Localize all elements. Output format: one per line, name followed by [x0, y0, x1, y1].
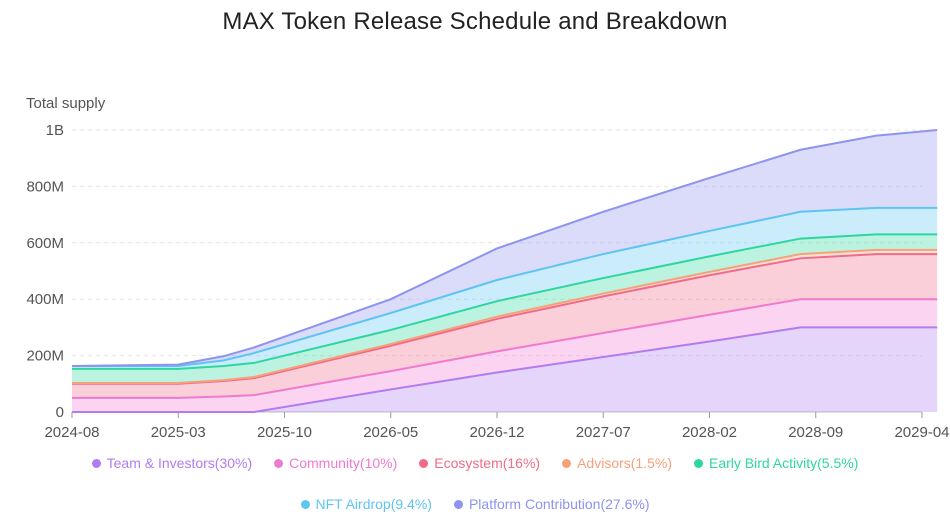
legend-row-2: NFT Airdrop(9.4%) Platform Contribution(2…: [0, 496, 950, 512]
y-tick-label: 400M: [26, 291, 64, 308]
chart-title: MAX Token Release Schedule and Breakdown: [222, 8, 728, 35]
legend-label: Early Bird Activity(5.5%): [709, 455, 859, 471]
legend-item[interactable]: Community(10%): [274, 455, 397, 471]
x-tick-label: 2024-08: [44, 424, 99, 441]
x-tick-label: 2025-10: [257, 424, 312, 441]
y-tick-label: 1B: [46, 122, 64, 139]
series-line-1: [72, 326, 938, 413]
area-1: [72, 327, 938, 412]
y-axis-title: Total supply: [26, 95, 106, 112]
x-tick-label: 2029-04: [894, 424, 949, 441]
legend-marker: [562, 458, 572, 468]
x-tick-label: 2027-07: [576, 424, 631, 441]
x-tick-label: 2026-12: [469, 424, 524, 441]
legend-marker: [300, 499, 310, 509]
legend-label: Community(10%): [289, 455, 398, 471]
area-2: [72, 299, 938, 412]
legend-row-1: Team & Investors(30%) Community(10%) Ecosy…: [0, 455, 950, 471]
legend-item[interactable]: NFT Airdrop(9.4%): [300, 496, 432, 512]
legend-label: Platform Contribution(27.6%): [468, 496, 650, 512]
series-line-7: [71, 129, 938, 368]
area-7: [72, 130, 938, 367]
x-tick-label: 2026-05: [363, 424, 418, 441]
series-line-4: [72, 248, 938, 384]
legend-item[interactable]: Early Bird Activity(5.5%): [694, 455, 858, 471]
legend-item[interactable]: Platform Contribution(27.6%): [453, 496, 650, 512]
legend-marker: [694, 458, 703, 468]
area-3: [72, 254, 938, 398]
x-tick-label: 2028-09: [788, 424, 843, 441]
legend-marker: [419, 458, 429, 468]
axes: 0 200M 400M 600M 800M 1B 2024-08 2025-03 2025-10…: [26, 122, 949, 441]
series-lines: [71, 129, 938, 413]
y-tick-label: 200M: [26, 348, 64, 365]
y-tick-label: 0: [56, 404, 64, 421]
legend-marker: [91, 458, 101, 468]
y-tick-label: 800M: [26, 178, 64, 195]
legend-label: NFT Airdrop(9.4%): [315, 496, 432, 512]
area-5: [72, 234, 938, 383]
area-6: [72, 207, 938, 369]
area-series: [72, 130, 938, 412]
legend-label: Advisors(1.5%): [577, 455, 672, 471]
legend-label: Ecosystem(16%): [434, 455, 541, 471]
y-tick-label: 600M: [26, 235, 64, 252]
legend-label: Team & Investors(30%): [106, 455, 253, 471]
legend-item[interactable]: Advisors(1.5%): [562, 455, 672, 471]
legend-marker: [453, 499, 463, 509]
x-tick-label: 2028-02: [682, 424, 737, 441]
series-line-6: [72, 206, 938, 368]
legend-marker: [274, 458, 284, 468]
series-line-2: [72, 298, 938, 399]
series-line-5: [72, 233, 938, 370]
legend-item[interactable]: Ecosystem(16%): [419, 455, 540, 471]
legend-item[interactable]: Team & Investors(30%): [91, 455, 253, 471]
x-tick-label: 2025-03: [151, 424, 206, 441]
